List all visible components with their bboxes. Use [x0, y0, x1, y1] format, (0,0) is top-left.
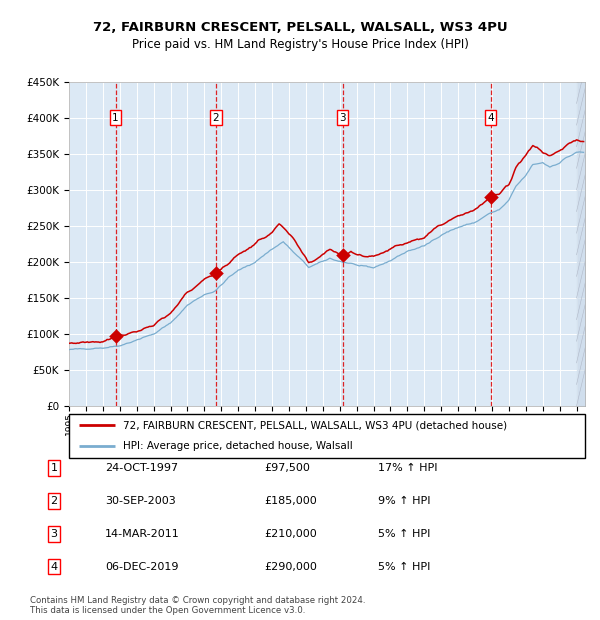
- Text: £185,000: £185,000: [264, 496, 317, 506]
- Text: £210,000: £210,000: [264, 529, 317, 539]
- Point: [111, 331, 121, 341]
- Text: 5% ↑ HPI: 5% ↑ HPI: [378, 562, 430, 572]
- Point: [211, 268, 220, 278]
- Text: £97,500: £97,500: [264, 463, 310, 473]
- Point: [338, 250, 347, 260]
- Text: 9% ↑ HPI: 9% ↑ HPI: [378, 496, 431, 506]
- Text: 4: 4: [50, 562, 58, 572]
- Text: 4: 4: [487, 113, 494, 123]
- Point: [486, 192, 496, 202]
- Text: 24-OCT-1997: 24-OCT-1997: [105, 463, 178, 473]
- Text: 1: 1: [50, 463, 58, 473]
- Text: 17% ↑ HPI: 17% ↑ HPI: [378, 463, 437, 473]
- Text: 30-SEP-2003: 30-SEP-2003: [105, 496, 176, 506]
- Text: 2: 2: [212, 113, 219, 123]
- Text: HPI: Average price, detached house, Walsall: HPI: Average price, detached house, Wals…: [123, 441, 353, 451]
- Text: 3: 3: [339, 113, 346, 123]
- Text: Contains HM Land Registry data © Crown copyright and database right 2024.
This d: Contains HM Land Registry data © Crown c…: [30, 596, 365, 615]
- Text: 2: 2: [50, 496, 58, 506]
- Text: 72, FAIRBURN CRESCENT, PELSALL, WALSALL, WS3 4PU (detached house): 72, FAIRBURN CRESCENT, PELSALL, WALSALL,…: [123, 420, 508, 430]
- Text: £290,000: £290,000: [264, 562, 317, 572]
- Text: 72, FAIRBURN CRESCENT, PELSALL, WALSALL, WS3 4PU: 72, FAIRBURN CRESCENT, PELSALL, WALSALL,…: [92, 22, 508, 34]
- Text: 1: 1: [112, 113, 119, 123]
- Text: 06-DEC-2019: 06-DEC-2019: [105, 562, 179, 572]
- Text: 5% ↑ HPI: 5% ↑ HPI: [378, 529, 430, 539]
- Text: Price paid vs. HM Land Registry's House Price Index (HPI): Price paid vs. HM Land Registry's House …: [131, 38, 469, 51]
- Text: 3: 3: [50, 529, 58, 539]
- Text: 14-MAR-2011: 14-MAR-2011: [105, 529, 180, 539]
